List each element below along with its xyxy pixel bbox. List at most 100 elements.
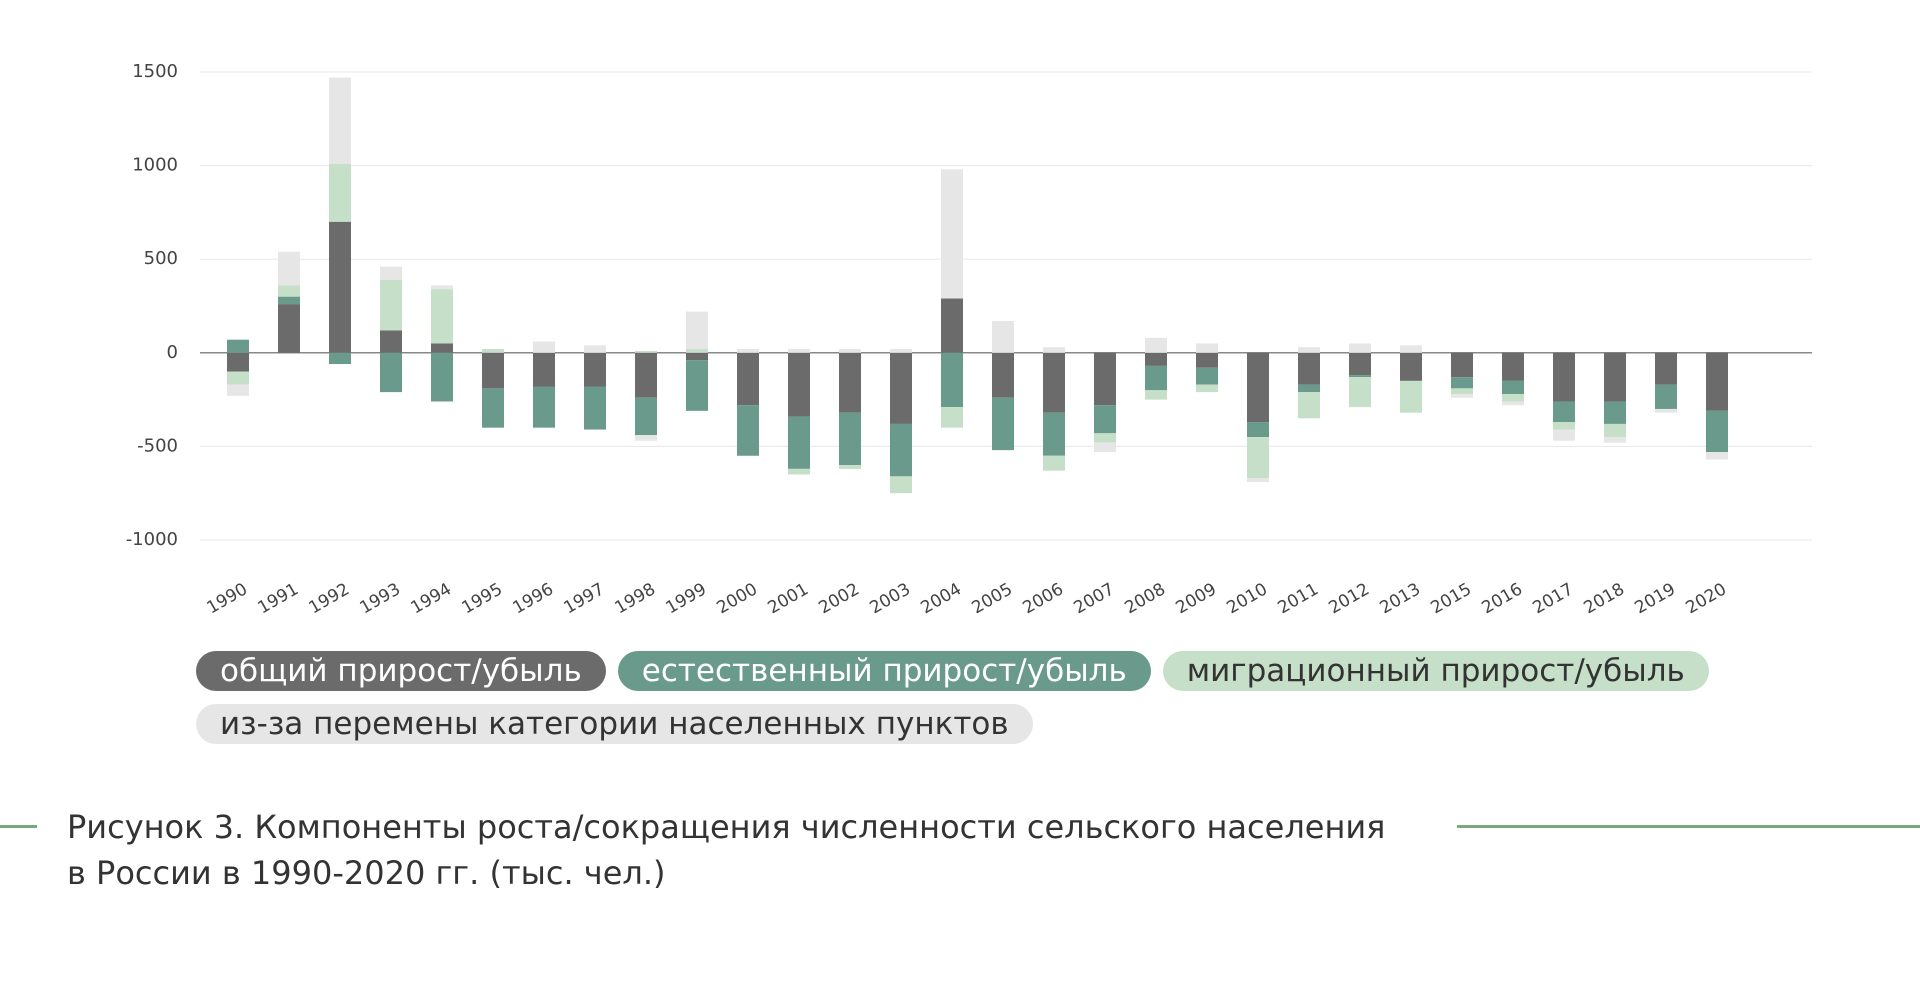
x-tick-label: 2012 <box>1326 579 1373 618</box>
bar <box>992 397 1014 451</box>
x-tick-label: 2003 <box>867 579 914 618</box>
bar <box>1043 455 1065 471</box>
x-tick-label: 2009 <box>1173 579 1220 618</box>
legend-entry: миграционный прирост/убыль <box>1162 651 1709 691</box>
bar <box>1502 401 1524 406</box>
bar <box>890 352 912 424</box>
bar <box>1502 393 1524 402</box>
bar <box>1553 429 1575 441</box>
bar <box>1043 412 1065 456</box>
bar <box>329 352 351 365</box>
bar <box>1655 408 1677 413</box>
bar <box>686 352 708 361</box>
bar <box>1145 390 1167 400</box>
x-tick-label: 1992 <box>306 579 353 618</box>
bar <box>380 330 402 353</box>
bar <box>1349 343 1371 353</box>
bar <box>1451 352 1473 378</box>
bar <box>1400 380 1422 413</box>
bar <box>941 352 963 408</box>
bar <box>278 251 300 286</box>
bar <box>431 289 453 344</box>
legend-entry: естественный прирост/убыль <box>617 651 1151 691</box>
bar <box>482 349 504 353</box>
bar <box>584 352 606 387</box>
bar <box>992 352 1014 398</box>
bar <box>737 405 759 456</box>
bar <box>1706 452 1728 460</box>
rule <box>1457 825 1920 828</box>
bar <box>1349 352 1371 376</box>
x-tick-label: 1998 <box>612 579 659 618</box>
x-tick-label: 1990 <box>204 579 251 618</box>
bar <box>1604 423 1626 438</box>
bar <box>1604 401 1626 424</box>
x-tick-label: 2019 <box>1632 579 1679 618</box>
bar <box>1247 437 1269 479</box>
bar <box>584 345 606 353</box>
rule <box>0 825 37 828</box>
bar <box>839 349 861 353</box>
bar <box>1043 347 1065 353</box>
x-tick-label: 2013 <box>1377 579 1424 618</box>
bar <box>1553 352 1575 402</box>
bar <box>380 352 402 393</box>
bar <box>1298 347 1320 353</box>
bar <box>1247 352 1269 423</box>
bar <box>941 169 963 299</box>
bar <box>227 384 249 396</box>
legend-entry: общий прирост/убыль <box>196 651 606 691</box>
bar <box>1094 442 1116 453</box>
bar <box>380 279 402 331</box>
bar <box>1094 352 1116 406</box>
bar <box>1298 384 1320 393</box>
bar <box>1247 478 1269 482</box>
bar <box>329 221 351 353</box>
bar <box>686 360 708 411</box>
bar <box>227 352 249 372</box>
bar <box>227 339 249 353</box>
bar <box>890 476 912 494</box>
x-tick-label: 2015 <box>1428 579 1475 618</box>
bar <box>1094 405 1116 434</box>
bar <box>1298 352 1320 385</box>
legend-entry: из-за перемены категории населенных пунк… <box>196 704 1033 744</box>
bar <box>1553 422 1575 430</box>
y-tick-label: 1500 <box>132 61 178 82</box>
bar <box>839 352 861 413</box>
caption-line: Рисунок 3. Компоненты роста/сокращения ч… <box>67 808 1386 846</box>
bar <box>788 352 810 417</box>
bar <box>1451 377 1473 389</box>
bar <box>1196 352 1218 368</box>
bar <box>1451 388 1473 394</box>
bar <box>431 285 453 290</box>
bar <box>482 352 504 389</box>
bar <box>1349 377 1371 408</box>
bar <box>482 388 504 428</box>
bar <box>1400 345 1422 353</box>
x-tick-label: 2017 <box>1530 579 1577 618</box>
caption-line: в России в 1990-2020 гг. (тыс. чел.) <box>67 854 666 892</box>
bar <box>278 285 300 297</box>
bar <box>1502 380 1524 394</box>
bar <box>1502 352 1524 381</box>
bar <box>278 304 300 353</box>
x-tick-label: 2000 <box>714 579 761 618</box>
x-tick-label: 1994 <box>408 579 455 618</box>
x-tick-label: 2001 <box>765 579 812 618</box>
bar <box>1094 433 1116 443</box>
x-tick-label: 1996 <box>510 579 557 618</box>
bar <box>1451 393 1473 398</box>
x-tick-label: 2010 <box>1224 579 1271 618</box>
x-tick-label: 1995 <box>459 579 506 618</box>
bar <box>788 468 810 475</box>
bar <box>941 298 963 353</box>
bar <box>686 311 708 350</box>
bar <box>635 352 657 398</box>
bar <box>1145 352 1167 366</box>
bar <box>329 163 351 222</box>
bar <box>737 352 759 406</box>
legend: общий прирост/убыль естественный прирост/… <box>196 651 1796 744</box>
bar <box>1604 437 1626 443</box>
